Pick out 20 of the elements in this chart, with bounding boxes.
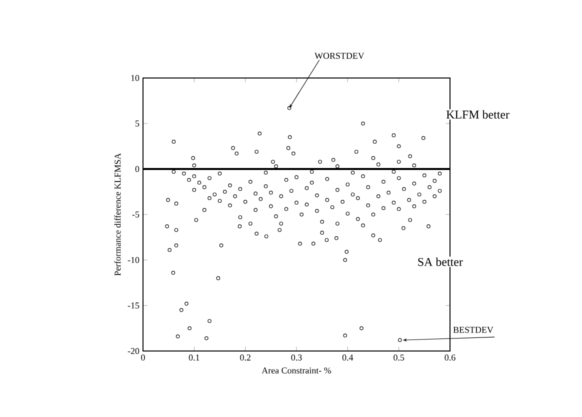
x-axis-title: Area Constraint- % [262,367,332,374]
annotation: KLFM better [446,110,510,119]
y-tick-label: -5 [132,212,140,218]
y-tick-label: 10 [131,74,140,82]
annotation: SA better [418,258,463,266]
y-axis-title: Performance difference KLFMSA [114,153,121,276]
y-tick-label: -15 [128,302,140,309]
y-tick-label: 0 [135,166,140,172]
y-tick-label: 5 [136,120,140,126]
x-tick-label: 0.2 [240,354,250,361]
annotation: WORSTDEV [314,52,364,59]
x-tick-label: 0.1 [188,354,200,361]
y-tick-label: -20 [128,348,140,354]
x-tick-label: 0.6 [444,354,456,361]
x-tick-label: 0.5 [394,354,404,361]
y-tick-label: -10 [128,256,140,264]
x-tick-label: 0.4 [342,354,354,361]
x-tick-label: 0 [141,354,145,361]
annotation: BESTDEV [453,326,494,333]
x-tick-label: 0.3 [291,354,302,361]
